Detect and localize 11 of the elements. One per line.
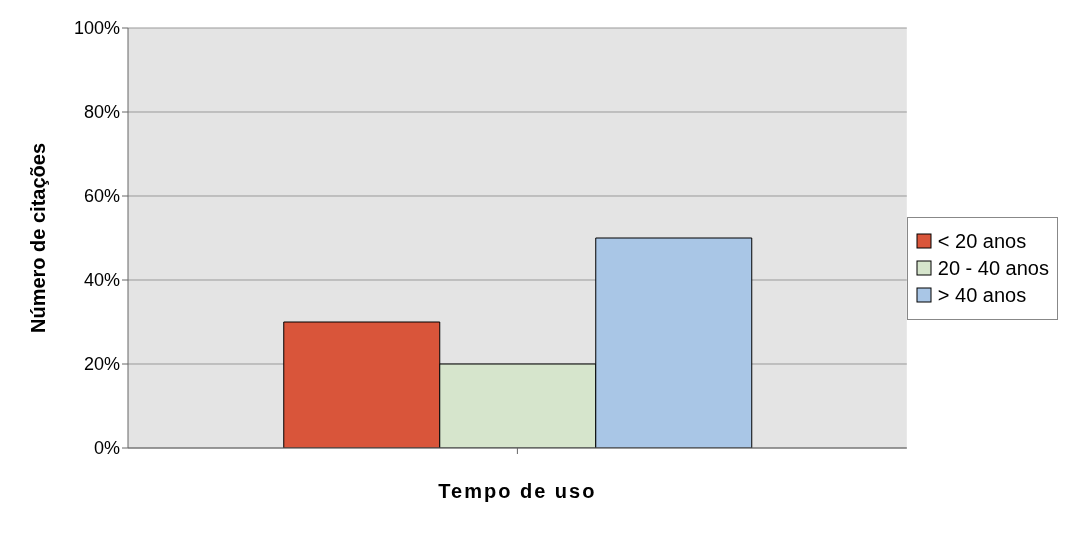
y-tick-label: 0%	[93, 438, 120, 459]
legend-label: < 20 anos	[937, 229, 1027, 253]
y-axis-title: Número de citações	[27, 142, 50, 334]
legend-label: > 40 anos	[937, 283, 1027, 307]
x-axis-title: Tempo de uso	[438, 480, 597, 502]
legend-label: 20 - 40 anos	[937, 256, 1049, 280]
y-tick-label: 80%	[83, 102, 120, 123]
y-tick-label: 40%	[83, 270, 120, 291]
y-tick-label: 60%	[83, 186, 120, 207]
y-tick-label: 20%	[83, 354, 120, 375]
y-tick-label: 100%	[73, 18, 120, 39]
